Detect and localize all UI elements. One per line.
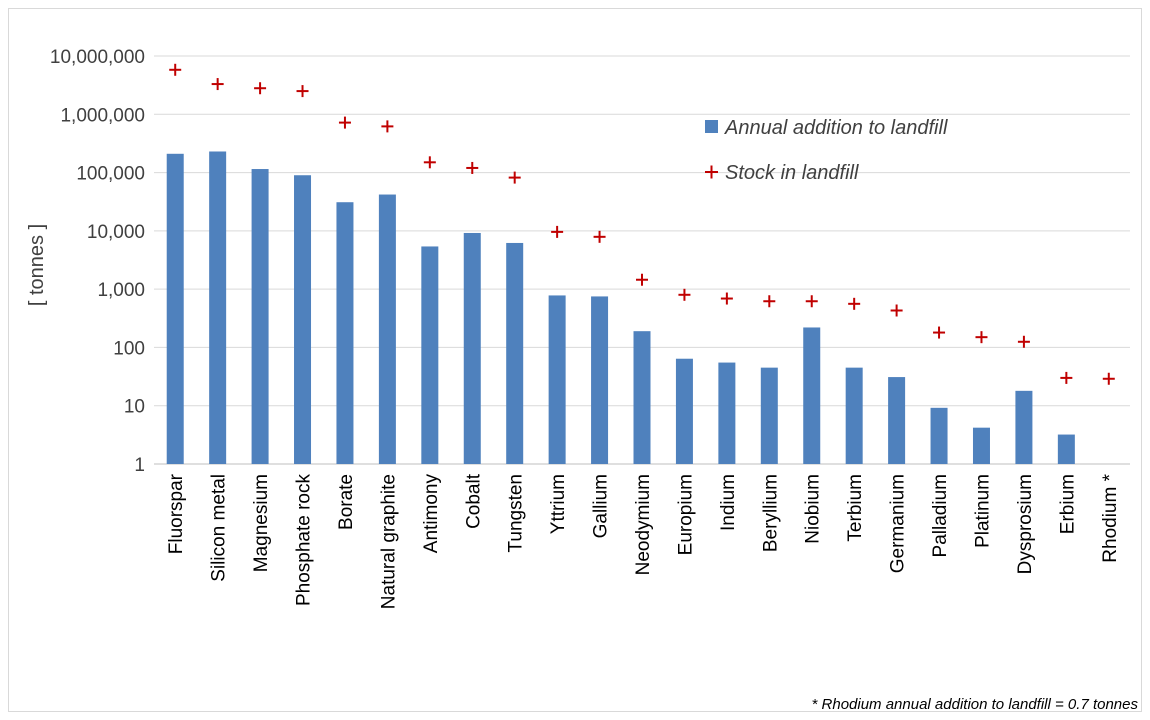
bar-fluorspar: [166, 153, 184, 464]
category-label: Magnesium: [251, 474, 272, 572]
bar-neodymium: [633, 331, 651, 464]
category-label: Gallium: [591, 474, 612, 538]
category-label: Palladium: [930, 474, 951, 557]
stock-marker-neodymium: [636, 273, 648, 286]
category-label: Indium: [718, 474, 739, 531]
bar-borate: [336, 202, 354, 464]
bar-antimony: [421, 246, 439, 464]
y-tick-label: 10: [124, 397, 145, 418]
stock-marker-silicon-metal: [211, 78, 224, 91]
legend-bar-swatch: [705, 120, 718, 133]
bar-series: [166, 151, 1075, 465]
bar-silicon-metal: [209, 151, 227, 465]
stock-marker-yttrium: [551, 225, 564, 238]
category-label: Platinum: [972, 474, 993, 548]
legend-marker-symbol: [705, 165, 718, 179]
category-label: Tungsten: [506, 474, 527, 553]
y-axis-label: [ tonnes ]: [26, 224, 48, 306]
stock-marker-fluorspar: [169, 63, 182, 76]
chart-frame: [8, 8, 1142, 712]
legend-marker-label: Stock in landfill: [725, 162, 859, 184]
y-tick-label: 1: [134, 455, 145, 476]
stock-marker-borate: [338, 116, 351, 129]
legend: Annual addition to landfill Stock in lan…: [705, 117, 948, 184]
category-label: Fluorspar: [166, 473, 187, 554]
stock-marker-rhodium: [1102, 372, 1115, 385]
stock-marker-cobalt: [466, 161, 479, 174]
bar-erbium: [1057, 434, 1075, 464]
bar-niobium: [803, 327, 821, 464]
y-tick-label: 10,000,000: [50, 47, 145, 68]
category-label: Germanium: [888, 474, 909, 573]
category-label: Cobalt: [463, 473, 484, 529]
stock-marker-phosphate-rock: [296, 85, 309, 98]
stock-marker-antimony: [423, 156, 436, 169]
y-tick-label: 100: [113, 338, 145, 359]
category-label: Antimony: [421, 474, 442, 554]
stock-marker-palladium: [933, 326, 946, 339]
grid-lines: [154, 55, 1130, 465]
legend-bar-label: Annual addition to landfill: [724, 117, 948, 139]
bar-indium: [718, 362, 736, 464]
category-label: Beryllium: [760, 474, 781, 552]
bar-magnesium: [251, 169, 269, 464]
y-tick-label: 1,000: [97, 280, 145, 301]
category-label: Neodymium: [633, 474, 654, 575]
y-axis-ticks: 1 10 100 1,000 10,000 100,000 1,000,000 10,000,…: [50, 47, 145, 476]
category-label: Europium: [675, 474, 696, 555]
category-labels: Fluorspar Silicon metal Magnesium Phosphate…: [166, 473, 1121, 609]
stock-marker-terbium: [848, 297, 861, 310]
category-label: Phosphate rock: [294, 474, 315, 607]
category-label: Erbium: [1057, 474, 1078, 534]
category-label: Rhodium *: [1100, 473, 1121, 562]
category-label: Dysprosium: [1015, 474, 1036, 574]
stock-marker-niobium: [805, 295, 818, 308]
y-tick-label: 1,000,000: [60, 105, 145, 126]
bar-dysprosium: [1015, 390, 1033, 464]
bar-natural-graphite: [378, 194, 396, 464]
stock-marker-gallium: [593, 230, 606, 243]
category-label: Natural graphite: [378, 474, 399, 609]
category-label: Silicon metal: [209, 474, 230, 582]
bar-yttrium: [548, 295, 566, 464]
bar-phosphate-rock: [294, 175, 312, 464]
bar-gallium: [591, 296, 609, 464]
bar-palladium: [930, 407, 948, 464]
stock-marker-erbium: [1060, 371, 1073, 384]
stock-marker-indium: [720, 292, 733, 305]
stock-marker-germanium: [890, 304, 903, 317]
footnote: * Rhodium annual addition to landfill = …: [812, 696, 1139, 713]
bar-beryllium: [760, 367, 778, 464]
stock-marker-beryllium: [763, 295, 776, 308]
category-label: Niobium: [803, 474, 824, 544]
bar-germanium: [888, 377, 906, 464]
bar-tungsten: [506, 242, 524, 464]
stock-marker-europium: [678, 288, 691, 301]
y-tick-label: 100,000: [76, 164, 145, 185]
stock-marker-platinum: [975, 331, 988, 344]
bar-cobalt: [463, 232, 481, 464]
y-tick-label: 10,000: [87, 222, 145, 243]
bar-platinum: [972, 427, 990, 464]
bar-europium: [675, 358, 693, 464]
stock-markers: [169, 63, 1115, 385]
stock-marker-magnesium: [254, 82, 267, 95]
stock-marker-tungsten: [508, 171, 521, 184]
stock-marker-natural-graphite: [381, 120, 394, 133]
category-label: Terbium: [845, 474, 866, 542]
category-label: Yttrium: [548, 474, 569, 534]
bar-terbium: [845, 367, 863, 464]
stock-marker-dysprosium: [1017, 335, 1030, 348]
category-label: Borate: [336, 474, 357, 530]
